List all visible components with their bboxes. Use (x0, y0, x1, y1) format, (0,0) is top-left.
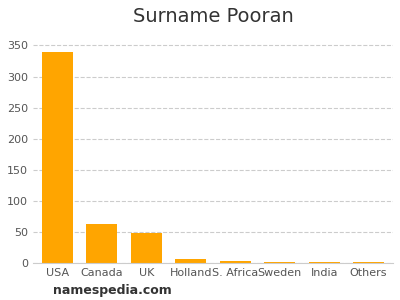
Title: Surname Pooran: Surname Pooran (133, 7, 293, 26)
Bar (308, 262, 340, 263)
Bar (353, 262, 384, 263)
Bar (131, 233, 162, 263)
Bar (42, 52, 73, 263)
Bar (86, 224, 118, 263)
Bar (175, 259, 206, 263)
Bar (220, 261, 251, 263)
Bar (264, 262, 295, 263)
Text: namespedia.com: namespedia.com (53, 284, 171, 297)
